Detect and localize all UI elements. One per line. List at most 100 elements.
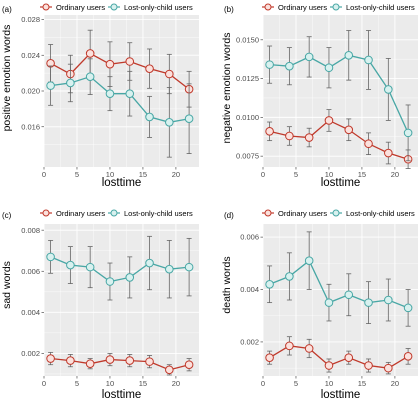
- series: [46, 351, 194, 376]
- y-tick-label: 0.002: [21, 349, 40, 358]
- data-point: [265, 279, 274, 289]
- x-axis-title: losttime: [321, 177, 361, 189]
- x-tick-label: 15: [358, 170, 366, 179]
- data-point: [184, 360, 194, 370]
- x-tick-label: 20: [172, 170, 180, 179]
- x-tick-label: 20: [391, 170, 399, 179]
- legend-label: Ordinary users: [56, 209, 105, 218]
- y-tick-label: 0.002: [240, 338, 259, 347]
- x-tick-label: 15: [139, 170, 147, 179]
- data-point: [304, 133, 314, 142]
- legend-key-marker: [42, 209, 50, 217]
- x-tick-label: 10: [325, 170, 333, 179]
- y-tick-label: 0.0150: [236, 35, 259, 44]
- data-point: [384, 85, 393, 94]
- chart-panel: (a) Ordinary users Lost-only-child users 0 5…: [1, 3, 199, 189]
- x-tick-label: 10: [106, 379, 114, 388]
- y-tick-label: 0.020: [21, 87, 40, 96]
- y-tick-label: 0.006: [21, 267, 40, 276]
- x-axis-title: losttime: [321, 389, 361, 401]
- x-tick-label: 0: [261, 170, 265, 179]
- legend: Ordinary users Lost-only-child users: [40, 3, 193, 12]
- data-point: [105, 89, 115, 98]
- data-point: [324, 116, 334, 125]
- data-point: [125, 356, 135, 365]
- x-tick-label: 0: [261, 379, 265, 388]
- data-point: [145, 112, 154, 122]
- legend-key-marker: [332, 3, 340, 11]
- series: [265, 336, 413, 375]
- legend: Ordinary users Lost-only-child users: [262, 3, 415, 12]
- data-point: [105, 59, 115, 69]
- chart-panel: (b) Ordinary users Lost-only-child users 0 5…: [221, 3, 418, 189]
- chart-panel: (c) Ordinary users Lost-only-child users 0 5…: [1, 209, 199, 401]
- y-tick-label: 0.024: [21, 51, 40, 60]
- data-point: [85, 359, 95, 368]
- data-point: [364, 298, 373, 307]
- data-point: [125, 273, 135, 282]
- y-tick-label: 0.004: [240, 285, 259, 294]
- panel-tag: (d): [224, 211, 234, 220]
- data-point: [285, 61, 294, 71]
- legend-label: Ordinary users: [278, 209, 327, 218]
- data-point: [165, 264, 174, 274]
- panel-tag: (b): [224, 5, 234, 14]
- legend-key-marker: [332, 209, 340, 217]
- data-point: [344, 290, 354, 300]
- legend-key-marker: [264, 3, 272, 11]
- legend-label: Lost-only-child users: [124, 209, 193, 218]
- data-point: [344, 51, 354, 60]
- data-point: [125, 89, 135, 98]
- series: [265, 109, 413, 169]
- y-tick-label: 0.0100: [236, 113, 259, 122]
- legend-key-marker: [42, 3, 50, 11]
- y-tick-label: 0.004: [21, 308, 40, 317]
- legend-key-marker: [264, 209, 272, 217]
- data-point: [105, 277, 115, 286]
- legend-label: Lost-only-child users: [346, 209, 415, 218]
- series: [46, 235, 194, 301]
- data-point: [184, 114, 194, 124]
- data-point: [165, 117, 174, 127]
- data-point: [304, 344, 314, 353]
- legend-label: Lost-only-child users: [346, 3, 415, 12]
- plot-background: [44, 224, 199, 376]
- data-point: [66, 356, 75, 365]
- data-point: [46, 81, 55, 90]
- legend-label: Ordinary users: [56, 3, 105, 12]
- data-point: [344, 353, 354, 362]
- data-point: [184, 262, 194, 272]
- data-point: [324, 361, 334, 370]
- legend-label: Lost-only-child users: [124, 3, 193, 12]
- data-point: [105, 355, 115, 364]
- data-point: [285, 272, 294, 281]
- x-axis-title: losttime: [102, 177, 142, 189]
- data-point: [344, 125, 354, 135]
- x-tick-label: 15: [358, 379, 366, 388]
- data-point: [265, 353, 274, 362]
- x-axis-title: losttime: [102, 389, 142, 401]
- panel-tag: (c): [2, 211, 12, 220]
- data-point: [324, 298, 334, 307]
- data-point: [66, 78, 75, 88]
- y-tick-label: 0.0125: [236, 74, 259, 83]
- data-point: [46, 354, 55, 363]
- y-tick-label: 0.008: [21, 226, 40, 235]
- data-point: [364, 361, 373, 370]
- legend-key-marker: [110, 3, 118, 11]
- x-tick-label: 10: [325, 379, 333, 388]
- data-point: [165, 365, 174, 375]
- x-tick-label: 5: [75, 379, 79, 388]
- y-tick-label: 0.016: [21, 122, 40, 131]
- data-point: [364, 139, 373, 149]
- x-tick-label: 0: [42, 170, 46, 179]
- x-tick-label: 15: [139, 379, 147, 388]
- panel-tag: (a): [2, 5, 12, 14]
- y-axis-title: death words: [221, 256, 233, 313]
- y-tick-label: 0.006: [240, 233, 259, 242]
- data-point: [85, 49, 95, 58]
- data-point: [285, 131, 294, 141]
- data-point: [145, 64, 154, 73]
- series: [46, 58, 194, 158]
